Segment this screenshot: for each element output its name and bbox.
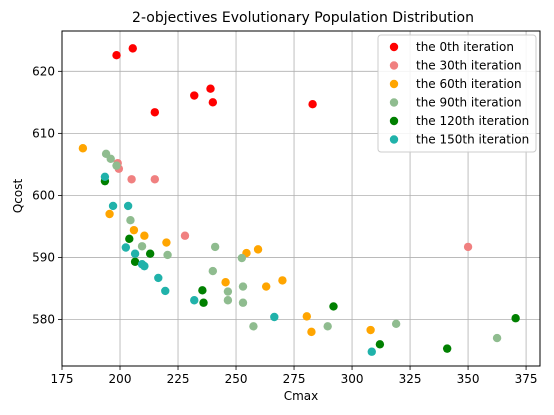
legend-label: the 120th iteration — [416, 114, 529, 128]
data-point — [107, 155, 115, 163]
data-point — [112, 161, 120, 169]
legend-marker — [390, 80, 398, 88]
x-tick-label: 200 — [109, 372, 132, 386]
data-point — [376, 340, 384, 348]
data-point — [162, 238, 170, 246]
data-point — [126, 216, 134, 224]
data-point — [224, 296, 232, 304]
x-axis-label: Cmax — [284, 389, 319, 403]
data-point — [206, 84, 214, 92]
legend-marker — [390, 135, 398, 143]
data-point — [112, 51, 120, 59]
legend-label: the 90th iteration — [416, 96, 522, 110]
y-axis-label: Qcost — [11, 179, 25, 214]
data-point — [224, 287, 232, 295]
legend-marker — [390, 117, 398, 125]
y-tick-label: 580 — [32, 312, 55, 326]
data-point — [138, 242, 146, 250]
legend-label: the 60th iteration — [416, 77, 522, 91]
data-point — [392, 320, 400, 328]
legend: the 0th iteration the 30th iteration the 6… — [378, 35, 536, 152]
data-point — [190, 91, 198, 99]
data-point — [198, 286, 206, 294]
data-point — [270, 313, 278, 321]
data-point — [151, 108, 159, 116]
y-tick-label: 590 — [32, 250, 55, 264]
data-point — [163, 251, 171, 259]
data-point — [443, 344, 451, 352]
data-point — [154, 274, 162, 282]
data-point — [130, 226, 138, 234]
data-point — [303, 312, 311, 320]
x-tick-label: 275 — [283, 372, 306, 386]
data-point — [249, 322, 257, 330]
y-tick-label: 620 — [32, 64, 55, 78]
x-tick-label: 300 — [341, 372, 364, 386]
x-tick-label: 175 — [51, 372, 74, 386]
data-point — [105, 210, 113, 218]
data-point — [151, 175, 159, 183]
data-point — [368, 348, 376, 356]
data-point — [493, 334, 501, 342]
x-tick-label: 225 — [167, 372, 190, 386]
data-point — [127, 175, 135, 183]
data-point — [101, 173, 109, 181]
data-point — [209, 267, 217, 275]
data-point — [329, 302, 337, 310]
data-point — [278, 276, 286, 284]
data-point — [366, 326, 374, 334]
data-point — [140, 262, 148, 270]
legend-marker — [390, 43, 398, 51]
data-point — [464, 243, 472, 251]
y-tick-label: 610 — [32, 126, 55, 140]
legend-marker — [390, 61, 398, 69]
data-point — [181, 232, 189, 240]
data-point — [254, 245, 262, 253]
data-point — [122, 243, 130, 251]
data-point — [190, 296, 198, 304]
data-point — [323, 322, 331, 330]
data-point — [239, 282, 247, 290]
data-point — [79, 144, 87, 152]
data-point — [262, 282, 270, 290]
x-tick-label: 250 — [225, 372, 248, 386]
data-point — [146, 250, 154, 258]
data-point — [307, 328, 315, 336]
data-point — [511, 314, 519, 322]
legend-label: the 30th iteration — [416, 59, 522, 73]
data-point — [199, 299, 207, 307]
x-tick-label: 325 — [399, 372, 422, 386]
data-point — [209, 98, 217, 106]
data-point — [109, 202, 117, 210]
data-point — [211, 243, 219, 251]
data-point — [239, 299, 247, 307]
chart-title: 2-objectives Evolutionary Population Dis… — [132, 10, 474, 26]
y-tick-label: 600 — [32, 188, 55, 202]
data-point — [131, 250, 139, 258]
data-point — [161, 287, 169, 295]
legend-label: the 150th iteration — [416, 133, 529, 147]
data-point — [308, 100, 316, 108]
data-point — [221, 278, 229, 286]
data-point — [125, 235, 133, 243]
data-point — [124, 202, 132, 210]
data-point — [129, 44, 137, 52]
data-point — [140, 232, 148, 240]
x-tick-label: 350 — [457, 372, 480, 386]
data-point — [238, 254, 246, 262]
x-tick-label: 375 — [515, 372, 538, 386]
legend-marker — [390, 98, 398, 106]
legend-label: the 0th iteration — [416, 40, 514, 54]
